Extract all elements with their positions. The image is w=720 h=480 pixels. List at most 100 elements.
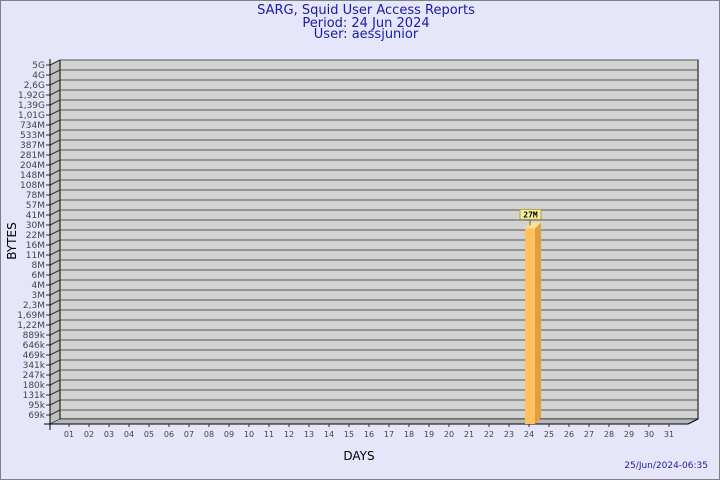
side-gridline xyxy=(49,149,61,156)
side-gridline xyxy=(49,369,61,376)
x-tick-label: 12 xyxy=(284,430,294,439)
side-gridline xyxy=(49,349,61,356)
y-tick-label: 1,92G xyxy=(18,91,45,101)
side-gridline xyxy=(49,279,61,286)
y-tick-label: 78M xyxy=(26,191,45,201)
x-tick-label: 13 xyxy=(304,430,314,439)
y-tick-label: 16M xyxy=(26,241,45,251)
x-tick-label: 30 xyxy=(644,430,654,439)
x-tick-label: 24 xyxy=(524,430,534,439)
y-tick-label: 30M xyxy=(26,221,45,231)
side-gridline xyxy=(49,139,61,146)
x-tick-label: 10 xyxy=(244,430,254,439)
side-gridline xyxy=(49,169,61,176)
side-gridline xyxy=(49,329,61,336)
side-gridline xyxy=(49,359,61,366)
y-tick-label: 204M xyxy=(20,161,45,171)
y-tick-label: 889k xyxy=(23,331,46,341)
x-tick-label: 27 xyxy=(584,430,594,439)
side-gridline xyxy=(49,189,61,196)
generated-timestamp: 25/Jun/2024-06:35 xyxy=(624,461,708,471)
y-axis-label: BYTES xyxy=(5,222,19,259)
y-tick-label: 1,01G xyxy=(18,111,45,121)
y-tick-label: 1,69M xyxy=(17,311,45,321)
y-tick-label: 69k xyxy=(28,411,45,421)
chart-title: SARG, Squid User Access Reports xyxy=(257,3,475,18)
side-gridline xyxy=(49,299,61,306)
x-tick-label: 18 xyxy=(404,430,414,439)
x-tick-label: 31 xyxy=(664,430,674,439)
side-gridline xyxy=(49,219,61,226)
side-gridline xyxy=(49,119,61,126)
side-gridline xyxy=(49,309,61,316)
y-tick-label: 11M xyxy=(26,251,45,261)
side-gridline xyxy=(49,99,61,106)
x-axis-depth xyxy=(687,418,699,425)
chart-period: Period: 24 Jun 2024 xyxy=(302,16,430,31)
y-tick-label: 2,6G xyxy=(24,81,45,91)
x-tick-label: 17 xyxy=(384,430,394,439)
side-gridline xyxy=(49,109,61,116)
side-gridline xyxy=(49,209,61,216)
side-gridline xyxy=(49,79,61,86)
y-tick-label: 341k xyxy=(23,361,46,371)
side-gridline xyxy=(49,409,61,416)
x-tick-label: 04 xyxy=(124,430,134,439)
y-tick-label: 180k xyxy=(23,381,46,391)
chart-user: User: aessjunior xyxy=(313,27,419,42)
x-tick-label: 08 xyxy=(204,430,214,439)
x-tick-label: 09 xyxy=(224,430,234,439)
y-tick-label: 1,39G xyxy=(18,101,45,111)
y-tick-label: 57M xyxy=(26,201,45,211)
y-tick-label: 41M xyxy=(26,211,45,221)
y-tick-label: 4M xyxy=(32,281,46,291)
y-tick-label: 247k xyxy=(23,371,46,381)
side-gridline xyxy=(49,229,61,236)
data-label: 27M xyxy=(523,210,538,219)
side-gridline xyxy=(49,129,61,136)
x-tick-label: 11 xyxy=(264,430,274,439)
x-tick-label: 15 xyxy=(344,430,354,439)
x-tick-label: 07 xyxy=(184,430,194,439)
y-tick-label: 533M xyxy=(20,131,45,141)
y-tick-label: 22M xyxy=(26,231,45,241)
x-tick-label: 21 xyxy=(464,430,474,439)
side-gridline xyxy=(49,69,61,76)
floor xyxy=(49,418,699,425)
y-tick-label: 646k xyxy=(23,341,46,351)
y-tick-label: 281M xyxy=(20,151,45,161)
side-gridline xyxy=(49,399,61,406)
y-tick-label: 6M xyxy=(32,271,46,281)
y-tick-label: 131k xyxy=(23,391,46,401)
y-tick-label: 1,22M xyxy=(17,321,45,331)
x-tick-label: 28 xyxy=(604,430,614,439)
x-tick-label: 02 xyxy=(84,430,94,439)
x-tick-label: 03 xyxy=(104,430,114,439)
side-gridline xyxy=(49,179,61,186)
side-gridline xyxy=(49,289,61,296)
x-tick-label: 05 xyxy=(144,430,154,439)
side-gridline xyxy=(49,159,61,166)
side-gridline xyxy=(49,199,61,206)
y-tick-label: 95k xyxy=(28,401,45,411)
side-gridline xyxy=(49,89,61,96)
x-tick-label: 06 xyxy=(164,430,174,439)
y-tick-label: 108M xyxy=(20,181,45,191)
y-tick-label: 2,3M xyxy=(23,301,45,311)
x-tick-label: 20 xyxy=(444,430,454,439)
y-tick-label: 387M xyxy=(20,141,45,151)
side-gridline xyxy=(49,269,61,276)
y-tick-label: 734M xyxy=(20,121,45,131)
x-tick-label: 19 xyxy=(424,430,434,439)
y-tick-label: 4G xyxy=(32,71,45,81)
y-tick-label: 469k xyxy=(23,351,46,361)
side-gridline xyxy=(49,389,61,396)
y-tick-label: 3M xyxy=(32,291,46,301)
x-tick-label: 16 xyxy=(364,430,374,439)
x-tick-label: 23 xyxy=(504,430,514,439)
x-tick-label: 01 xyxy=(64,430,74,439)
x-tick-label: 29 xyxy=(624,430,634,439)
y-tick-label: 8M xyxy=(32,261,46,271)
bar-top xyxy=(525,222,541,229)
x-axis-label: DAYS xyxy=(343,449,374,463)
